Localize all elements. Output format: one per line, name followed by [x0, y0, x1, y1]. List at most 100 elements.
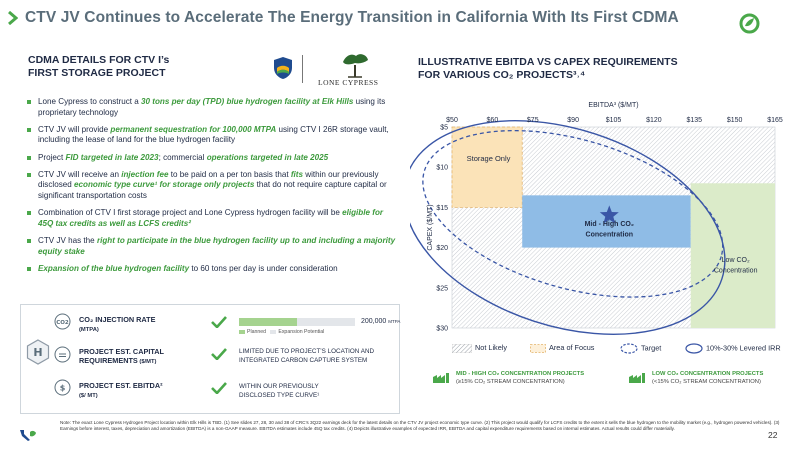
- chart-title: ILLUSTRATIVE EBITDA VS CAPEX REQUIREMENT…: [418, 56, 678, 81]
- x-tick-label: $50: [446, 117, 458, 124]
- legend-target: Target: [620, 343, 661, 354]
- capital-cost-icon: [54, 346, 71, 363]
- highlight-text: permanent sequestration for 100,000 MTPA: [110, 124, 277, 134]
- capital-requirements-label: PROJECT EST. CAPITAL REQUIREMENTS ($/MT): [79, 347, 165, 365]
- project-metrics-box: H CO2 CO₂ INJECTION RATE (MTPA) 200,000 M…: [20, 304, 400, 414]
- bullet-text: within our previously disclosed: [38, 169, 379, 190]
- factory-icon: [629, 373, 645, 383]
- x-tick-label: $165: [767, 117, 783, 124]
- x-tick-label: $120: [646, 117, 662, 124]
- low-concentration-label: Concentration: [714, 268, 758, 275]
- y-tick-label: $30: [436, 326, 448, 333]
- target-star-icon: [599, 205, 619, 224]
- y-tick-label: $25: [436, 285, 448, 292]
- calgem-2045-logo: [712, 2, 796, 40]
- bullet-text: using its proprietary technology: [38, 97, 386, 117]
- target-ellipse: [422, 129, 724, 298]
- bullet-text: CTV JV will receive an: [38, 169, 122, 179]
- expansion-swatch: [270, 329, 277, 334]
- x-tick-label: $135: [686, 117, 702, 124]
- low-concentration-label: Low CO₂: [722, 257, 750, 264]
- co2-injection-icon: CO2: [54, 313, 71, 330]
- lone-cypress-logo: LONE CYPRESS: [310, 51, 400, 87]
- y-axis-label: CAPEX ($/MT): [427, 204, 434, 250]
- ebitda-description: WITHIN OUR PREVIOUSLY DISCLOSED TYPE CUR…: [239, 383, 320, 399]
- highlight-text: right to participate in the blue hydroge…: [38, 235, 396, 256]
- factory-icon: [433, 373, 449, 383]
- bullet-item: Project FID targeted in late 2023; comme…: [26, 153, 398, 164]
- bullet-text: Lone Cypress to construct a: [38, 97, 142, 106]
- legend-not-likely: Not Likely: [452, 343, 507, 353]
- x-tick-label: $75: [527, 117, 539, 124]
- bullet-list: Lone Cypress to construct a 30 tons per …: [26, 97, 398, 281]
- injection-rate-label: CO₂ INJECTION RATE (MTPA): [79, 315, 156, 333]
- chevron-right-icon: [8, 11, 18, 25]
- page-title: CTV JV Continues to Accelerate The Energ…: [25, 9, 679, 26]
- capacity-label: 200,000 MTPA: [361, 318, 401, 325]
- cdma-heading: CDMA DETAILS FOR CTV I’s FIRST STORAGE P…: [28, 54, 170, 79]
- svg-text:H: H: [33, 346, 42, 359]
- planned-bar: [239, 318, 297, 326]
- y-tick-label: $20: [436, 245, 448, 252]
- bullet-text: that do not require capture capital or s…: [38, 180, 387, 200]
- leaf-globe-icon: [739, 13, 760, 34]
- bullet-text: CTV JV will provide: [38, 124, 111, 134]
- highlight-text: Expansion of the blue hydrogen facility: [38, 263, 190, 273]
- x-tick-label: $105: [606, 117, 622, 124]
- chart-legend: Not Likely Area of Focus Target 10%-30% …: [452, 343, 792, 355]
- bullet-item: Lone Cypress to construct a 30 tons per …: [26, 97, 398, 118]
- bullet-text: Project: [38, 152, 66, 162]
- mid-high-projects-label: MID - HIGH CO₂ CONCENTRATION PROJECTS (≥1…: [456, 371, 585, 385]
- cdma-details-panel: CDMA DETAILS FOR CTV I’s FIRST STORAGE P…: [20, 45, 400, 300]
- check-icon: [211, 316, 227, 328]
- x-axis-label: EBITDA³ ($/MT): [588, 102, 638, 109]
- bullet-item: CTV JV will provide permanent sequestrat…: [26, 125, 398, 146]
- page-number: 22: [768, 430, 778, 440]
- highlight-text: 30 tons per day (TPD) blue hydrogen faci…: [141, 97, 354, 106]
- check-icon: [211, 348, 227, 360]
- y-tick-label: $10: [436, 165, 448, 172]
- bullet-text: to 60 tons per day is under consideratio…: [189, 263, 338, 273]
- crc-shield-logo-icon: [274, 57, 292, 79]
- bullet-item: Expansion of the blue hydrogen facility …: [26, 264, 398, 275]
- expansion-potential-bar: [297, 318, 355, 326]
- x-tick-label: $60: [487, 117, 499, 124]
- x-tick-label: $90: [567, 117, 579, 124]
- mid-high-label: Concentration: [586, 231, 633, 238]
- logo-divider: [302, 55, 303, 83]
- bullet-item: Combination of CTV I first storage proje…: [26, 208, 398, 229]
- low-projects-label: LOW CO₂ CONCENTRATION PROJECTS (<15% CO₂ …: [652, 371, 764, 385]
- ebitda-capex-chart: $50 $60 $75 $90 $105 $120 $135 $150 $165 $5 $10 $15…: [410, 102, 783, 335]
- bullet-item: CTV JV has the right to participate in t…: [26, 236, 398, 257]
- bullet-text: Combination of CTV I first storage proje…: [38, 208, 343, 218]
- bullet-text: using CTV I 26R storage vault, including…: [38, 124, 389, 145]
- footnote: Note: The exact Lone Cypress Hydrogen Pr…: [60, 420, 780, 432]
- highlight-text: fits: [290, 169, 303, 179]
- bullet-item: CTV JV will receive an injection fee to …: [26, 170, 398, 202]
- highlight-text: operations targeted in late 2025: [206, 152, 329, 162]
- ebitda-label: PROJECT EST. EBITDA² ($/ MT): [79, 381, 163, 399]
- project-types: MID - HIGH CO₂ CONCENTRATION PROJECTS (≥1…: [432, 369, 792, 393]
- highlight-text: FID targeted in late 2023: [65, 152, 159, 162]
- storage-only-label: Storage Only: [467, 154, 511, 163]
- check-icon: [211, 382, 227, 394]
- bullet-text: ; commercial: [158, 152, 207, 162]
- title-bar: CTV JV Continues to Accelerate The Energ…: [0, 0, 800, 40]
- california-map-logo-icon: [20, 430, 36, 441]
- capital-description: LIMITED DUE TO PROJECT’S LOCATION AND IN…: [239, 348, 375, 364]
- irr-ellipse-icon: [685, 343, 703, 354]
- target-dashed-ellipse-icon: [620, 343, 638, 354]
- planned-swatch: [239, 329, 245, 334]
- cypress-tree-icon: [343, 54, 368, 78]
- x-tick-label: $150: [727, 117, 743, 124]
- area-of-focus-swatch: [530, 343, 546, 353]
- legend-area-of-focus: Area of Focus: [530, 343, 594, 353]
- mid-high-region: [522, 195, 691, 248]
- y-tick-label: $5: [440, 125, 448, 132]
- storage-only-region: [451, 126, 523, 208]
- mid-high-label: Mid - High CO₂: [585, 221, 634, 228]
- highlight-text: eligible for 45Q tax credits as well as …: [38, 208, 384, 228]
- ebitda-icon: $: [54, 379, 71, 396]
- not-likely-swatch: [452, 343, 472, 353]
- bar-legend: Planned Expansion Potential: [239, 329, 324, 335]
